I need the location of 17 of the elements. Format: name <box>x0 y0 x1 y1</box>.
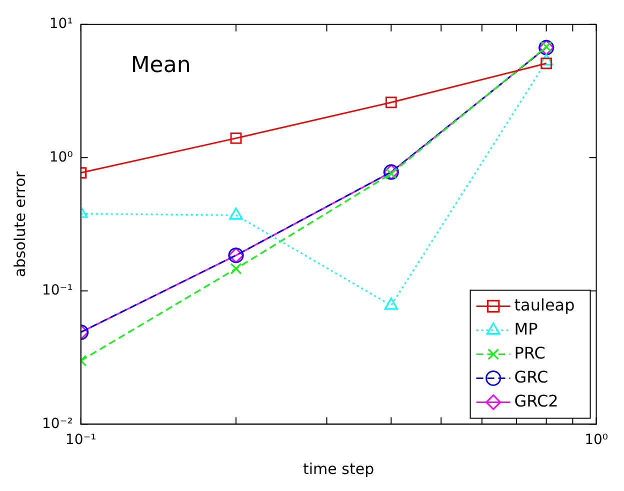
point <box>230 132 242 144</box>
annotation: Mean <box>130 53 191 78</box>
point <box>385 96 397 108</box>
legend-label: GRC <box>514 367 548 386</box>
legend-label: GRC2 <box>514 391 558 410</box>
point <box>540 58 552 70</box>
point <box>384 298 398 310</box>
legend-label: tauleap <box>514 295 575 314</box>
point <box>230 262 242 274</box>
y-tick-label: 10⁻¹ <box>42 282 73 299</box>
legend-label: MP <box>514 319 538 338</box>
y-tick-label: 10⁻² <box>42 416 73 432</box>
x-axis-title: time step <box>302 460 374 478</box>
y-axis-title: absolute error <box>10 170 29 278</box>
legend-label: PRC <box>514 343 546 362</box>
y-tick-label: 10⁰ <box>49 149 74 166</box>
y-tick-label: 10¹ <box>49 16 73 32</box>
